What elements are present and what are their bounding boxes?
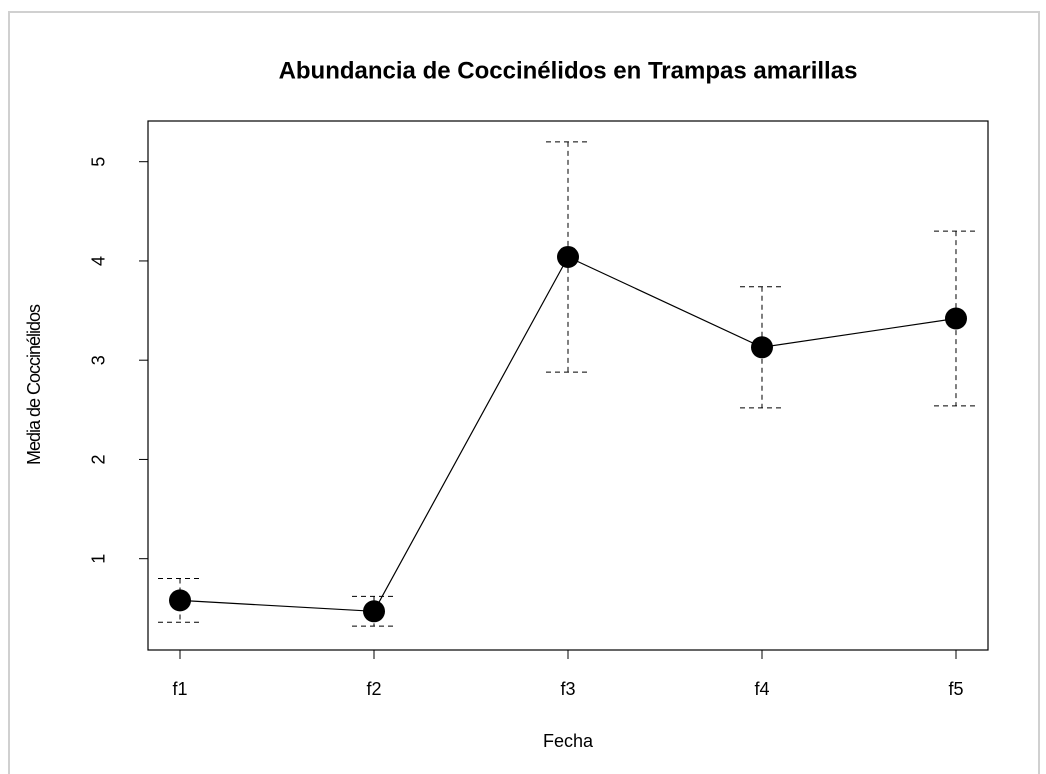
point — [363, 600, 386, 623]
x-tick-label: f1 — [173, 679, 188, 699]
y-tick-label: 5 — [89, 157, 109, 167]
y-tick-label: 4 — [89, 256, 109, 266]
x-tick-label: f3 — [560, 679, 575, 699]
y-tick-label: 1 — [89, 554, 109, 564]
y-tick-label: 3 — [89, 355, 109, 365]
point — [944, 307, 967, 330]
point — [557, 245, 579, 268]
frame — [8, 11, 1040, 774]
x-tick-label: f4 — [754, 679, 769, 699]
error-bar — [933, 230, 978, 407]
x-tick-label: f5 — [948, 679, 963, 699]
y-tick-label: 2 — [89, 454, 109, 464]
x-tick-label: f2 — [366, 679, 381, 699]
point — [750, 336, 773, 359]
point — [169, 589, 192, 612]
y-axis-label: Media de Coccinélidos — [24, 304, 44, 465]
series-line — [179, 256, 957, 612]
error-bar — [546, 141, 590, 373]
x-axis-label: Fecha — [543, 731, 594, 751]
chart-title: Abundancia de Coccinélidos en Trampas am… — [279, 57, 858, 84]
error-bar — [739, 286, 784, 409]
